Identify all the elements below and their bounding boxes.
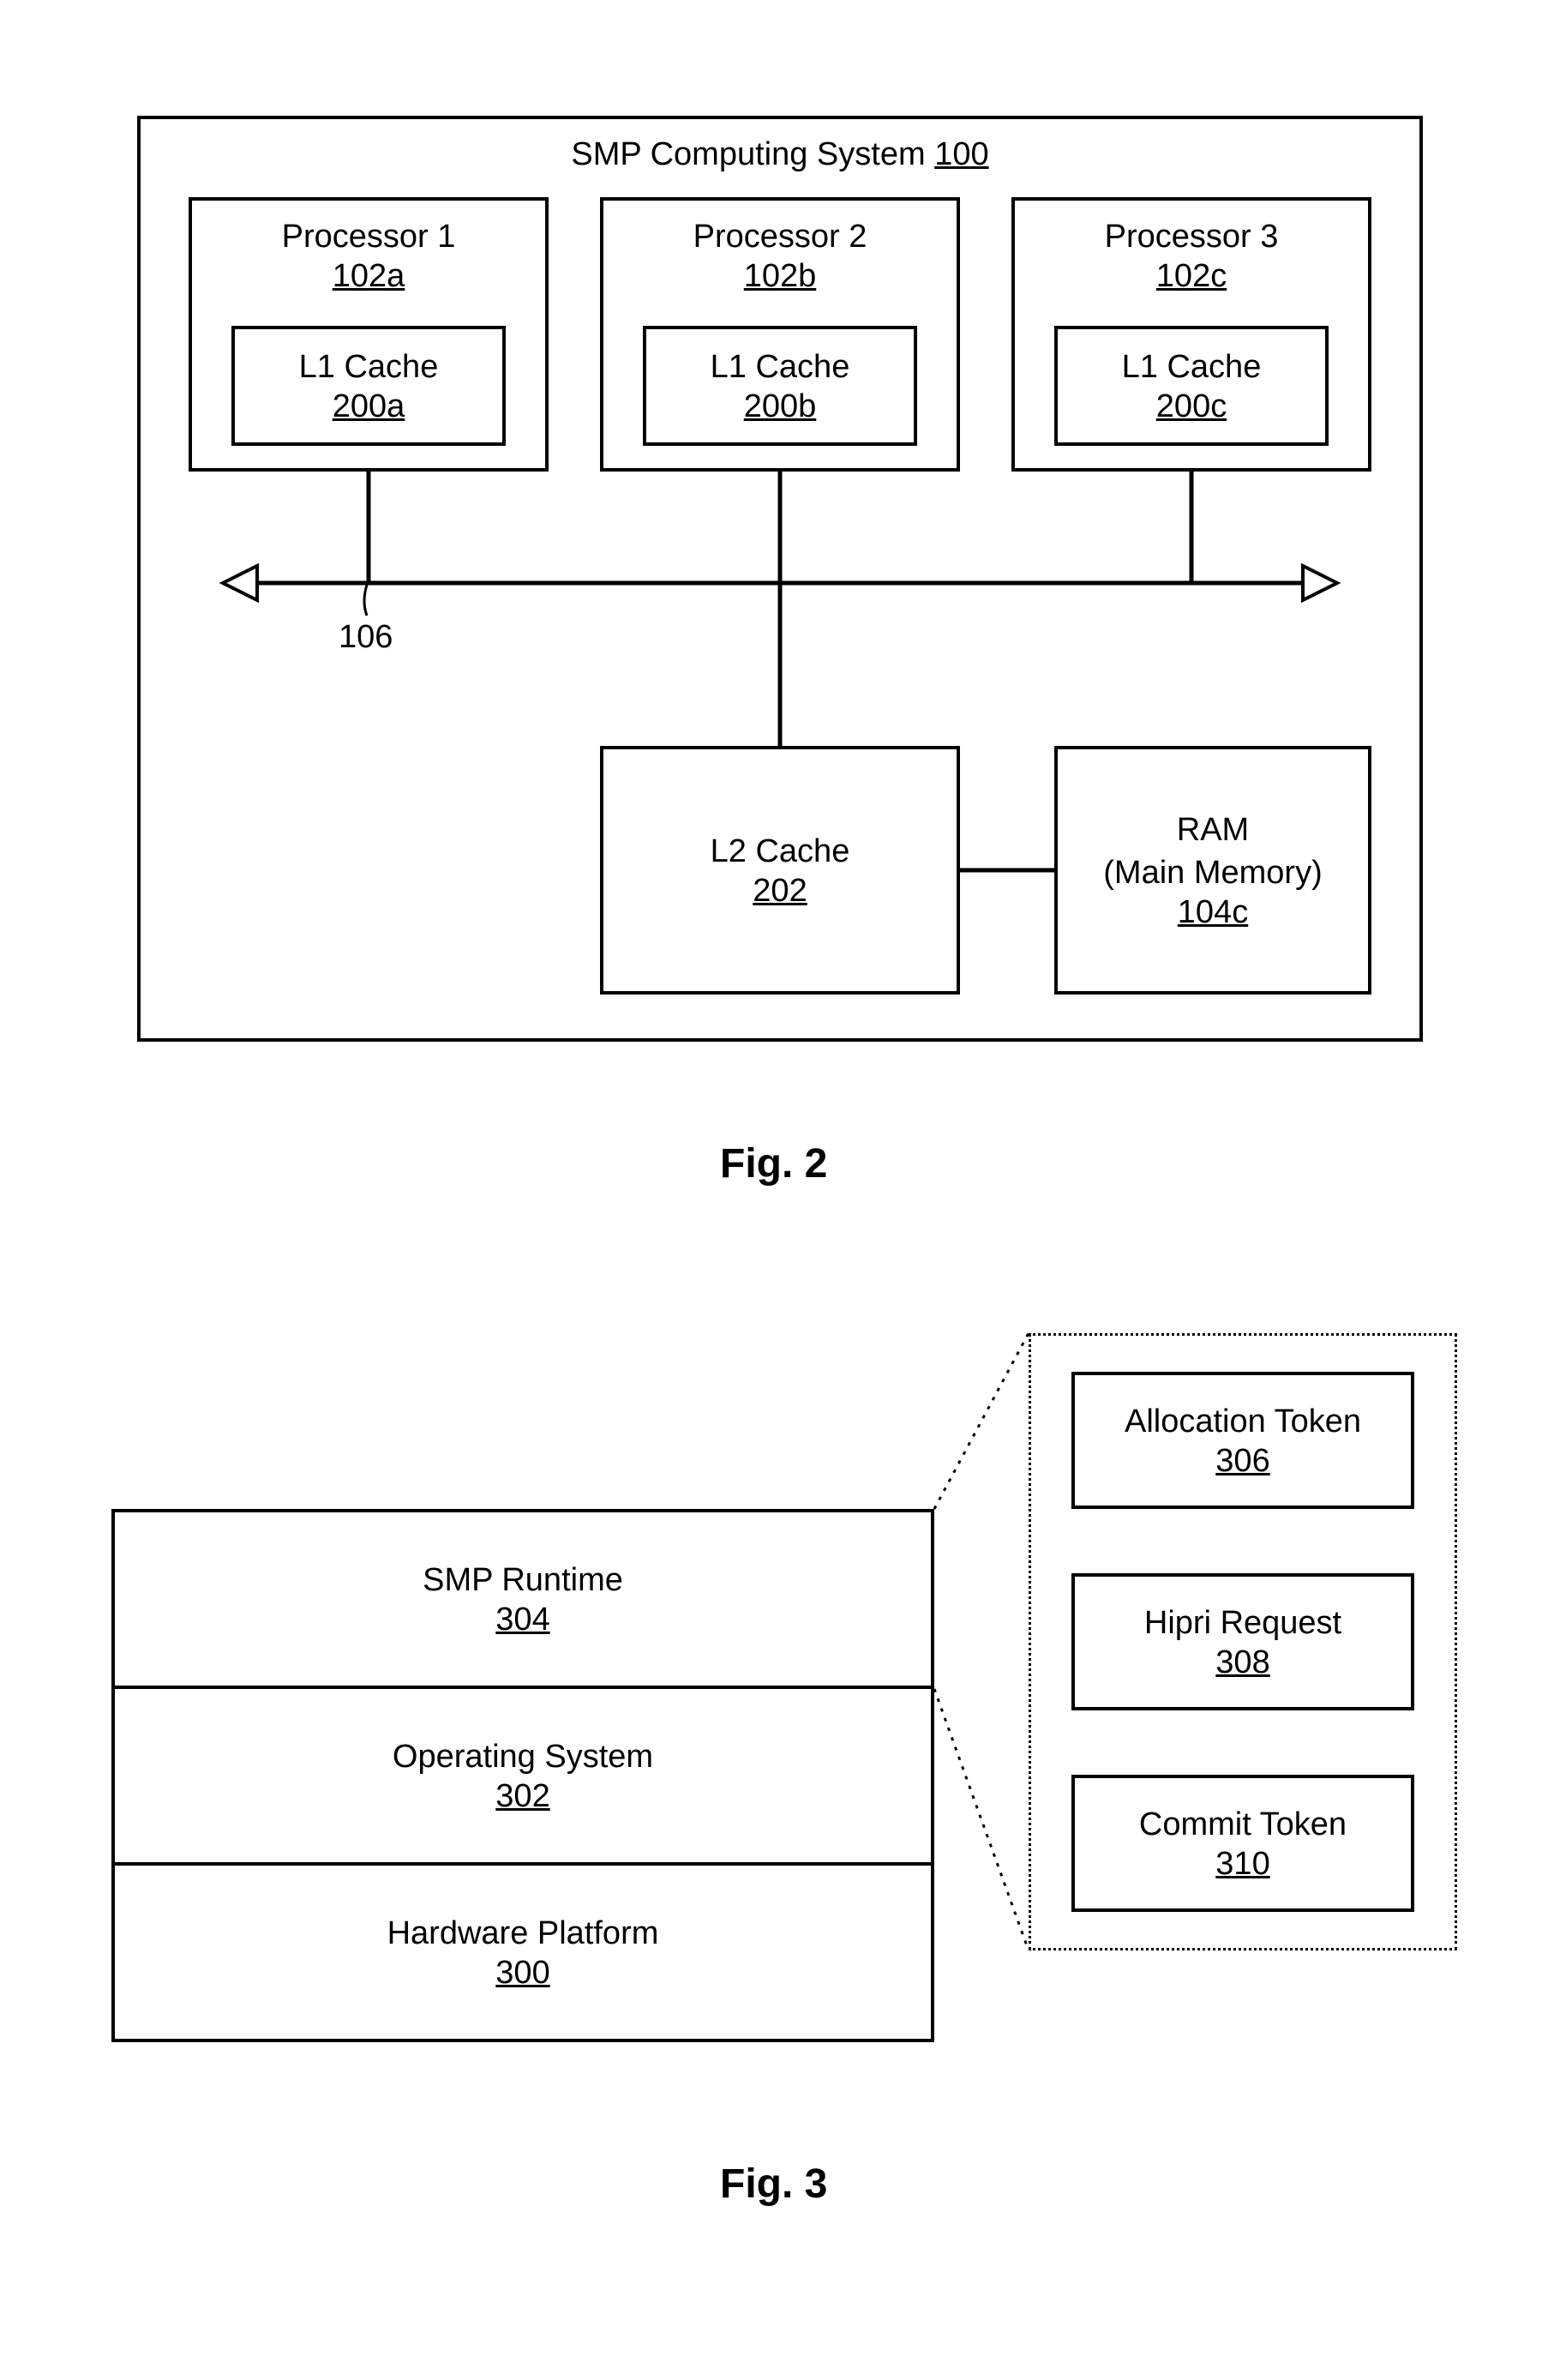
processor-2-ref: 102b <box>744 258 817 295</box>
ram-ref: 104c <box>1178 894 1248 931</box>
hipri-request-box: Hipri Request 308 <box>1071 1573 1414 1710</box>
l1-cache-2-box: L1 Cache 200b <box>643 326 917 446</box>
smp-runtime-ref: 304 <box>495 1602 549 1638</box>
processor-1-ref: 102a <box>333 258 405 295</box>
smp-system-ref: 100 <box>934 136 988 172</box>
l1-cache-2-label: L1 Cache <box>711 346 850 388</box>
l1-cache-3-label: L1 Cache <box>1122 346 1262 388</box>
allocation-token-label: Allocation Token <box>1125 1401 1361 1443</box>
bus-ref: 106 <box>339 619 393 655</box>
l2-cache-box: L2 Cache 202 <box>600 746 960 995</box>
smp-system-title: SMP Computing System 100 <box>141 136 1419 173</box>
processor-1-label: Processor 1 <box>282 216 456 258</box>
commit-token-ref: 310 <box>1215 1846 1269 1883</box>
l1-cache-2-ref: 200b <box>744 388 817 425</box>
processor-2-label: Processor 2 <box>693 216 867 258</box>
bus-ref-label: 106 <box>339 619 393 656</box>
commit-token-label: Commit Token <box>1139 1804 1347 1846</box>
hipri-request-label: Hipri Request <box>1144 1602 1341 1644</box>
l1-cache-1-label: L1 Cache <box>299 346 439 388</box>
ram-box: RAM (Main Memory) 104c <box>1054 746 1371 995</box>
allocation-token-ref: 306 <box>1215 1443 1269 1480</box>
hardware-platform-ref: 300 <box>495 1955 549 1992</box>
commit-token-box: Commit Token 310 <box>1071 1775 1414 1912</box>
processor-3-ref: 102c <box>1156 258 1227 295</box>
ram-label-2: (Main Memory) <box>1103 852 1322 894</box>
l1-cache-1-box: L1 Cache 200a <box>231 326 506 446</box>
operating-system-ref: 302 <box>495 1778 549 1815</box>
l1-cache-3-ref: 200c <box>1156 388 1227 425</box>
hardware-platform-label: Hardware Platform <box>387 1913 659 1955</box>
smp-runtime-box: SMP Runtime 304 <box>111 1509 934 1689</box>
ram-label-1: RAM <box>1177 809 1249 851</box>
processor-3-label: Processor 3 <box>1105 216 1279 258</box>
hipri-request-ref: 308 <box>1215 1644 1269 1681</box>
figure3-caption: Fig. 3 <box>720 2161 827 2208</box>
operating-system-box: Operating System 302 <box>111 1686 934 1866</box>
l1-cache-1-ref: 200a <box>333 388 405 425</box>
figure2-caption: Fig. 2 <box>720 1140 827 1187</box>
operating-system-label: Operating System <box>393 1736 653 1778</box>
l2-cache-ref: 202 <box>753 873 807 910</box>
smp-runtime-label: SMP Runtime <box>423 1560 623 1602</box>
smp-system-label: SMP Computing System <box>571 136 925 172</box>
allocation-token-box: Allocation Token 306 <box>1071 1372 1414 1509</box>
page: SMP Computing System 100 Processor 1 102… <box>0 0 1566 2380</box>
l1-cache-3-box: L1 Cache 200c <box>1054 326 1329 446</box>
hardware-platform-box: Hardware Platform 300 <box>111 1862 934 2042</box>
l2-cache-label: L2 Cache <box>711 831 850 873</box>
